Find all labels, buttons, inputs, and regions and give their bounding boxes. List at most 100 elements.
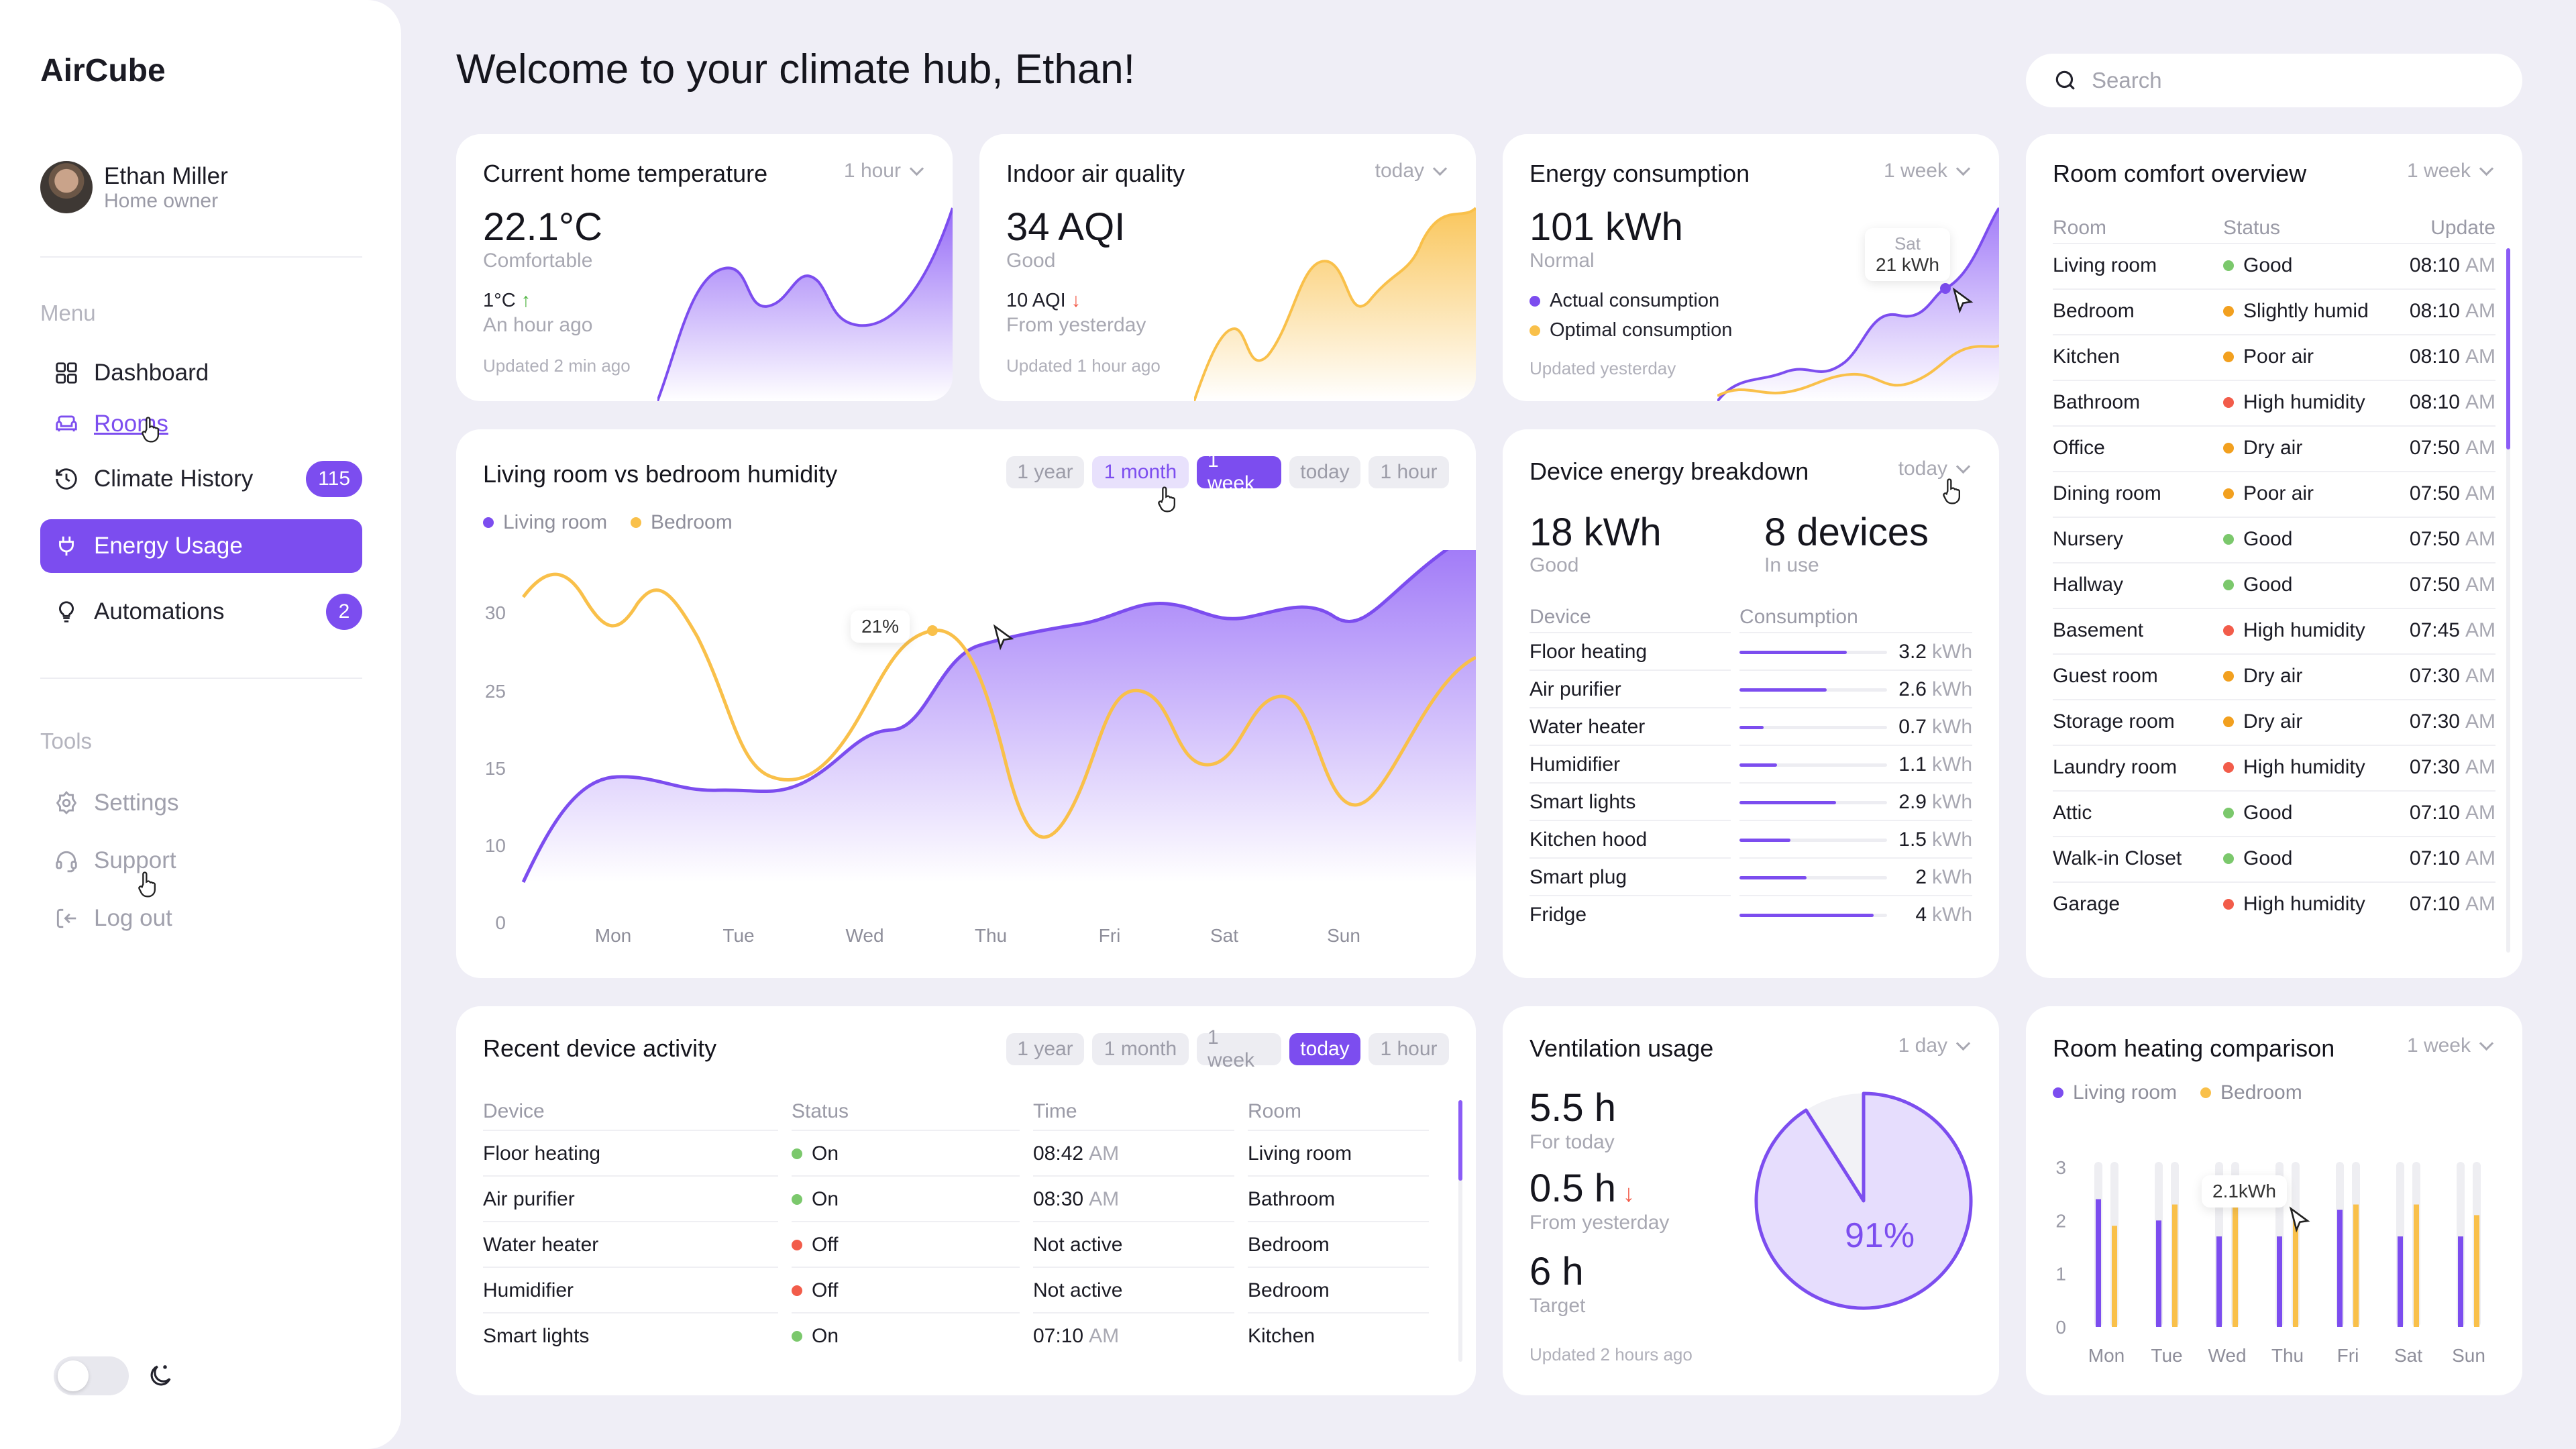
room-name: Guest room [2053, 665, 2158, 687]
pointer-cursor-icon [993, 624, 1014, 651]
range-tab[interactable]: today [1289, 456, 1360, 488]
update-time: 07:50 AM [2409, 482, 2496, 504]
table-row[interactable]: Floor heating 3.2 kWh [1529, 633, 1972, 671]
table-row[interactable]: Basement High humidity 07:45 AM [2053, 608, 2496, 653]
bar-living-room[interactable] [2096, 1199, 2101, 1327]
table-row[interactable]: Storage room Dry air 07:30 AM [2053, 699, 2496, 745]
range-dropdown[interactable]: today [1375, 160, 1445, 182]
table-row[interactable]: Bathroom High humidity 08:10 AM [2053, 380, 2496, 425]
ventilation-target-label: Target [1529, 1295, 1586, 1317]
range-dropdown[interactable]: 1 hour [844, 160, 922, 182]
table-row[interactable]: Air purifier 2.6 kWh [1529, 671, 1972, 708]
bar-bedroom[interactable] [2474, 1215, 2479, 1327]
row-divider [1739, 745, 1972, 746]
range-dropdown[interactable]: 1 week [2407, 160, 2491, 182]
theme-toggle[interactable] [54, 1356, 129, 1395]
table-row[interactable]: Office Dry air 07:50 AM [2053, 425, 2496, 471]
range-dropdown[interactable]: today [1898, 458, 1968, 480]
table-row[interactable]: Hallway Good 07:50 AM [2053, 562, 2496, 608]
bar-bedroom[interactable] [2233, 1204, 2238, 1327]
table-row[interactable]: Air purifier On 08:30 AM Bathroom [483, 1177, 1429, 1222]
table-row[interactable]: Attic Good 07:10 AM [2053, 790, 2496, 836]
update-time: 07:10 AM [2409, 802, 2496, 824]
sidebar-item-dashboard[interactable]: Dashboard [40, 346, 362, 400]
table-row[interactable]: Humidifier Off Not active Bedroom [483, 1268, 1429, 1313]
table-row[interactable]: Floor heating On 08:42 AM Living room [483, 1131, 1429, 1177]
row-divider [1529, 857, 1731, 859]
range-tab[interactable]: today [1289, 1033, 1360, 1065]
sidebar-item-label: Automations [94, 598, 225, 625]
count-badge: 115 [306, 461, 362, 497]
range-tab[interactable]: 1 month [1092, 1033, 1189, 1065]
table-row[interactable]: Humidifier 1.1 kWh [1529, 746, 1972, 784]
sidebar-item-log-out[interactable]: Log out [40, 892, 362, 945]
ventilation-today-label: For today [1529, 1131, 1615, 1153]
table-row[interactable]: Living room Good 08:10 AM [2053, 243, 2496, 288]
status-badge: Good [2223, 562, 2292, 608]
range-tab[interactable]: 1 week [1197, 1026, 1281, 1071]
device-name: Floor heating [483, 1142, 601, 1165]
bar-living-room[interactable] [2458, 1236, 2463, 1327]
table-row[interactable]: Water heater Off Not active Bedroom [483, 1222, 1429, 1268]
column-header: Update [2430, 217, 2496, 239]
consumption-value: 2 kWh [1915, 866, 1972, 888]
bar-living-room[interactable] [2156, 1220, 2161, 1327]
table-row[interactable]: Walk-in Closet Good 07:10 AM [2053, 836, 2496, 881]
activity-table: Device Status Time Room Floor heating On 08:42… [483, 1093, 1429, 1375]
table-row[interactable]: Bedroom Slightly humid 08:10 AM [2053, 288, 2496, 334]
sidebar-item-climate-history[interactable]: Climate History 115 [40, 452, 362, 506]
avatar[interactable] [40, 161, 93, 213]
consumption-bar-track [1739, 651, 1887, 654]
card-title: Energy consumption [1529, 160, 1750, 187]
bar-living-room[interactable] [2216, 1236, 2222, 1327]
bar-bedroom[interactable] [2353, 1204, 2359, 1327]
range-tab[interactable]: 1 year [1006, 1033, 1084, 1065]
range-tab[interactable]: 1 hour [1368, 1033, 1449, 1065]
table-row[interactable]: Garage High humidity 07:10 AM [2053, 881, 2496, 927]
search-input[interactable]: Search [2026, 54, 2522, 107]
scrollbar[interactable] [2506, 248, 2510, 953]
row-divider [2053, 608, 2496, 609]
bar-bedroom[interactable] [2293, 1215, 2298, 1327]
row-divider [2053, 881, 2496, 883]
table-row[interactable]: Water heater 0.7 kWh [1529, 708, 1972, 746]
range-dropdown[interactable]: 1 week [1884, 160, 1968, 182]
sidebar-item-automations[interactable]: Automations 2 [40, 585, 362, 639]
x-tick-label: Tue [2151, 1345, 2182, 1366]
consumption-bar-track [1739, 801, 1887, 804]
sidebar-item-support[interactable]: Support [40, 834, 362, 888]
x-tick-label: Wed [845, 925, 883, 946]
table-row[interactable]: Dining room Poor air 07:50 AM [2053, 471, 2496, 517]
ventilation-card: Ventilation usage 1 day 5.5 h For today … [1503, 1006, 1999, 1395]
table-row[interactable]: Smart lights 2.9 kWh [1529, 784, 1972, 821]
range-tab[interactable]: 1 hour [1368, 456, 1449, 488]
table-row[interactable]: Smart plug 2 kWh [1529, 859, 1972, 896]
range-dropdown[interactable]: 1 week [2407, 1034, 2491, 1057]
bar-bedroom[interactable] [2112, 1226, 2117, 1327]
sidebar-item-settings[interactable]: Settings [40, 776, 362, 830]
legend-item: Actual consumption [1529, 290, 1719, 312]
bar-bedroom[interactable] [2172, 1204, 2178, 1327]
table-row[interactable]: Guest room Dry air 07:30 AM [2053, 653, 2496, 699]
range-tab[interactable]: 1 month [1092, 456, 1189, 488]
table-row[interactable]: Laundry room High humidity 07:30 AM [2053, 745, 2496, 790]
bar-bedroom[interactable] [2414, 1204, 2419, 1327]
scrollbar[interactable] [1458, 1100, 1462, 1362]
bar-living-room[interactable] [2337, 1210, 2343, 1327]
range-dropdown[interactable]: 1 day [1898, 1034, 1968, 1057]
moon-icon[interactable] [146, 1362, 174, 1390]
range-tab[interactable]: 1 year [1006, 456, 1084, 488]
range-tab[interactable]: 1 week [1197, 449, 1281, 494]
energy-sparkline [1717, 207, 1999, 401]
bar-living-room[interactable] [2398, 1236, 2403, 1327]
table-row[interactable]: Kitchen Poor air 08:10 AM [2053, 334, 2496, 380]
update-time: 07:50 AM [2409, 528, 2496, 550]
table-row[interactable]: Kitchen hood 1.5 kWh [1529, 821, 1972, 859]
table-row[interactable]: Smart lights On 07:10 AM Kitchen [483, 1313, 1429, 1359]
consumption-value: 1.1 kWh [1898, 753, 1972, 775]
sidebar-item-rooms[interactable]: Rooms [40, 397, 362, 451]
table-row[interactable]: Nursery Good 07:50 AM [2053, 517, 2496, 562]
table-row[interactable]: Fridge 4 kWh [1529, 896, 1972, 934]
bar-living-room[interactable] [2277, 1236, 2282, 1327]
sidebar-item-energy-usage[interactable]: Energy Usage [40, 519, 362, 573]
